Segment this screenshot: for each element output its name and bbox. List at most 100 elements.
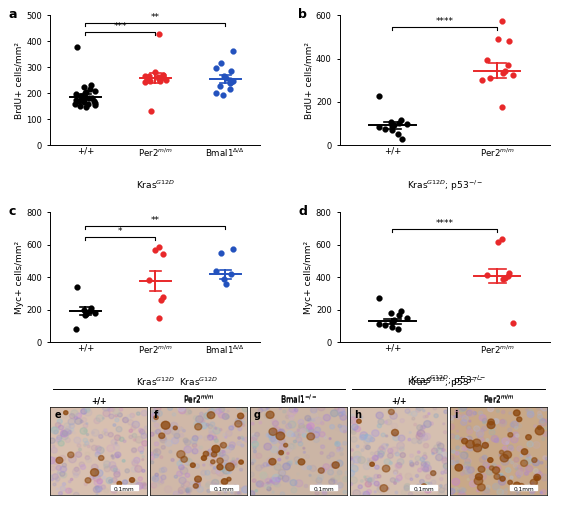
- Circle shape: [201, 456, 206, 460]
- Point: [381, 321, 390, 329]
- Circle shape: [73, 473, 79, 478]
- Circle shape: [95, 452, 100, 457]
- Circle shape: [351, 430, 356, 435]
- Circle shape: [278, 469, 286, 476]
- Circle shape: [457, 430, 458, 432]
- Y-axis label: BrdU+ cells/mm²: BrdU+ cells/mm²: [15, 42, 24, 119]
- Circle shape: [159, 433, 165, 439]
- Circle shape: [411, 464, 414, 467]
- Circle shape: [452, 450, 455, 453]
- Circle shape: [544, 427, 546, 429]
- Circle shape: [174, 475, 177, 478]
- Circle shape: [256, 453, 262, 459]
- Circle shape: [234, 485, 237, 487]
- Circle shape: [234, 421, 242, 427]
- Circle shape: [272, 475, 280, 481]
- Circle shape: [220, 406, 222, 408]
- Circle shape: [226, 415, 229, 419]
- Circle shape: [316, 483, 323, 489]
- Circle shape: [272, 478, 279, 484]
- Circle shape: [535, 470, 540, 475]
- Circle shape: [250, 437, 257, 443]
- Point: [222, 74, 231, 82]
- Text: Per2$^{m/m}$: Per2$^{m/m}$: [482, 393, 514, 405]
- Circle shape: [214, 439, 218, 442]
- Circle shape: [502, 438, 509, 445]
- Circle shape: [222, 489, 229, 496]
- Circle shape: [323, 415, 330, 421]
- Circle shape: [213, 466, 216, 469]
- Circle shape: [80, 465, 86, 469]
- Circle shape: [112, 457, 114, 459]
- Circle shape: [304, 425, 311, 431]
- Point: [493, 34, 502, 43]
- Circle shape: [85, 452, 90, 456]
- Text: +/+: +/+: [391, 397, 406, 405]
- Circle shape: [213, 456, 217, 459]
- Circle shape: [305, 416, 311, 421]
- Circle shape: [102, 431, 105, 435]
- Circle shape: [286, 415, 289, 419]
- Circle shape: [242, 417, 245, 419]
- Y-axis label: Myc+ cells/mm²: Myc+ cells/mm²: [15, 241, 24, 314]
- Point: [82, 310, 91, 319]
- Circle shape: [455, 436, 459, 439]
- Circle shape: [492, 464, 496, 467]
- Circle shape: [68, 456, 76, 463]
- Circle shape: [85, 408, 90, 412]
- Circle shape: [455, 464, 462, 471]
- Circle shape: [421, 464, 429, 470]
- Circle shape: [208, 408, 215, 415]
- Point: [71, 100, 80, 108]
- Circle shape: [508, 446, 513, 451]
- Circle shape: [273, 421, 278, 426]
- Circle shape: [292, 409, 297, 413]
- Circle shape: [338, 424, 342, 428]
- Circle shape: [502, 455, 509, 461]
- Circle shape: [489, 429, 495, 435]
- Circle shape: [535, 476, 539, 480]
- Circle shape: [115, 442, 117, 444]
- Circle shape: [249, 490, 255, 496]
- Circle shape: [214, 450, 220, 456]
- Circle shape: [488, 406, 494, 411]
- Circle shape: [444, 410, 448, 413]
- Circle shape: [161, 445, 165, 449]
- Circle shape: [68, 430, 72, 434]
- Point: [215, 82, 224, 90]
- Circle shape: [452, 478, 459, 485]
- Circle shape: [160, 437, 167, 443]
- Circle shape: [476, 430, 484, 437]
- Circle shape: [370, 452, 374, 455]
- Circle shape: [210, 422, 215, 426]
- Circle shape: [531, 483, 534, 485]
- Circle shape: [532, 460, 540, 466]
- Point: [508, 319, 517, 327]
- Circle shape: [184, 440, 188, 443]
- Circle shape: [178, 487, 185, 494]
- Circle shape: [276, 433, 282, 438]
- Circle shape: [60, 486, 66, 491]
- Circle shape: [114, 469, 120, 474]
- Circle shape: [500, 455, 508, 462]
- Circle shape: [113, 424, 116, 426]
- Circle shape: [109, 407, 114, 412]
- Circle shape: [417, 431, 421, 435]
- Circle shape: [430, 422, 433, 425]
- Circle shape: [536, 471, 542, 478]
- Circle shape: [186, 487, 192, 493]
- Circle shape: [478, 466, 485, 472]
- Point: [505, 269, 514, 278]
- Circle shape: [508, 480, 512, 484]
- Circle shape: [224, 447, 231, 453]
- Circle shape: [135, 466, 142, 472]
- Circle shape: [284, 443, 288, 447]
- Point: [228, 245, 237, 253]
- Circle shape: [434, 414, 438, 418]
- Circle shape: [534, 475, 537, 478]
- Circle shape: [267, 487, 271, 491]
- Point: [226, 79, 234, 87]
- Circle shape: [114, 435, 121, 441]
- Circle shape: [211, 480, 219, 486]
- Circle shape: [351, 449, 353, 451]
